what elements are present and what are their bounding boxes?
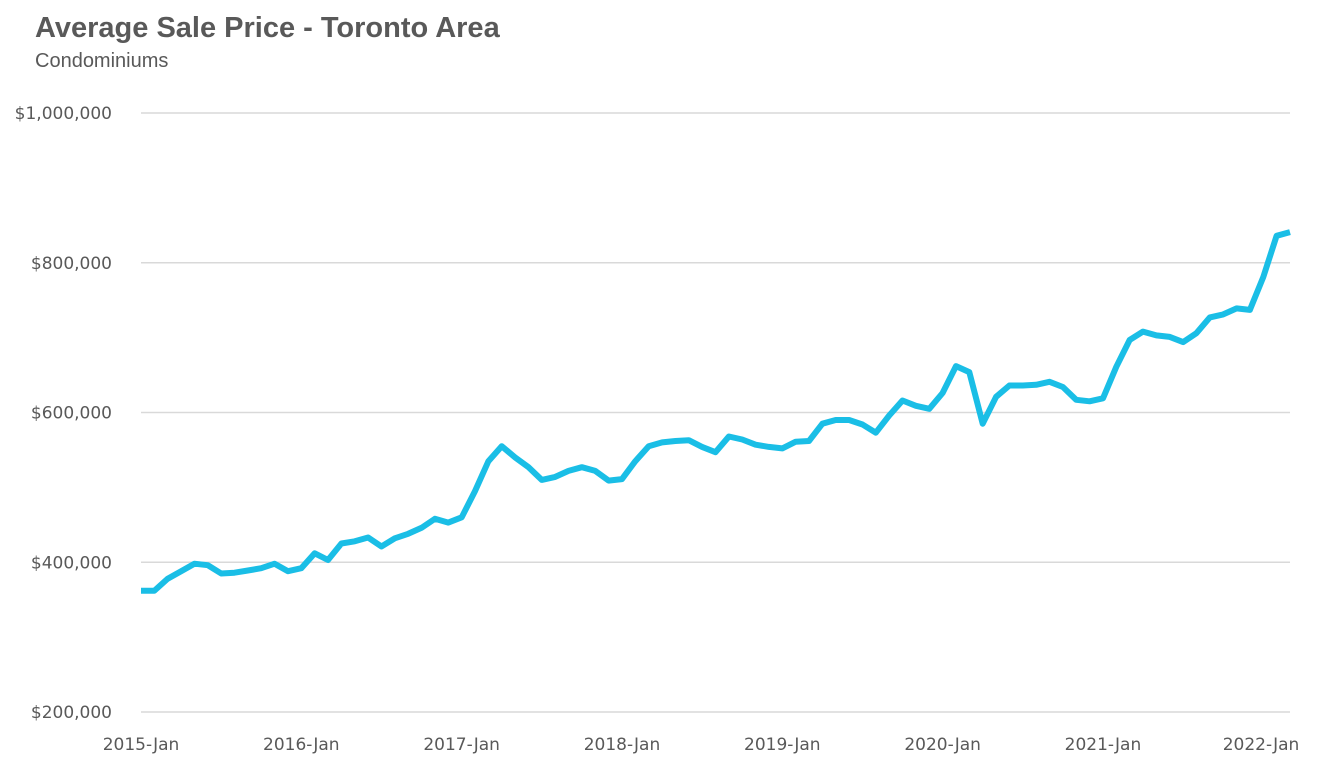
y-tick-label: $200,000 (31, 703, 112, 723)
x-tick-label: 2016-Jan (263, 735, 340, 755)
chart-title: Average Sale Price - Toronto Area (35, 12, 500, 44)
y-tick-label: $400,000 (31, 553, 112, 573)
y-tick-label: $800,000 (31, 254, 112, 274)
x-tick-label: 2021-Jan (1065, 735, 1142, 755)
y-axis-tick-labels: $200,000 $400,000 $600,000 $800,000 $1,000,0… (15, 104, 112, 723)
x-tick-label: 2018-Jan (584, 735, 661, 755)
x-tick-label: 2022-Jan (1223, 735, 1300, 755)
series-line-condominiums (141, 229, 1291, 594)
x-tick-label: 2019-Jan (744, 735, 821, 755)
series-layer (141, 229, 1291, 594)
x-axis-tick-labels: 2015-Jan 2016-Jan 2017-Jan 2018-Jan 2019-Jan… (103, 735, 1300, 755)
x-tick-label: 2017-Jan (423, 735, 500, 755)
y-tick-label: $1,000,000 (15, 104, 112, 124)
y-tick-label: $600,000 (31, 404, 112, 424)
gridlines (141, 112, 1290, 713)
chart-subtitle: Condominiums (35, 50, 169, 72)
x-tick-label: 2020-Jan (904, 735, 981, 755)
x-tick-label: 2015-Jan (103, 735, 180, 755)
